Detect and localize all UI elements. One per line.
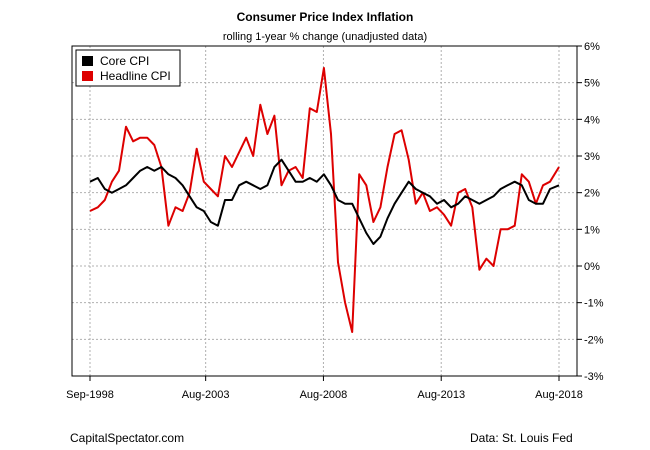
y-tick-label: 5%	[584, 78, 600, 90]
footer-source-site: CapitalSpectator.com	[70, 431, 185, 445]
series-lines	[89, 67, 560, 333]
x-tick-label: Aug-2018	[535, 389, 583, 401]
y-tick-label: 2%	[584, 188, 600, 200]
legend-box	[75, 49, 181, 87]
legend-swatch-headline-cpi	[82, 71, 93, 81]
series-line-headline-cpi	[89, 67, 560, 333]
x-tick-label: Sep-1998	[66, 389, 114, 401]
plot-frame	[71, 45, 578, 377]
footer-data-credit: Data: St. Louis Fed	[470, 431, 573, 445]
y-tick-label: 4%	[584, 114, 600, 126]
y-tick-label: 0%	[584, 261, 600, 273]
legend-label-core-cpi: Core CPI	[100, 54, 149, 68]
legend-swatch-core-cpi	[82, 56, 93, 66]
chart-title: Consumer Price Index Inflation	[237, 10, 414, 24]
cpi-inflation-chart: Consumer Price Index Inflation rolling 1…	[66, 10, 604, 401]
y-tick-label: 1%	[584, 224, 600, 236]
y-tick-label: -2%	[584, 334, 604, 346]
legend-label-headline-cpi: Headline CPI	[100, 69, 171, 83]
x-axis: Sep-1998 Aug-2003 Aug-2008 Aug-2013 Aug-2018	[66, 376, 583, 401]
chart-subtitle: rolling 1-year % change (unadjusted data…	[223, 31, 427, 43]
legend: Core CPI Headline CPI	[75, 49, 181, 87]
y-axis: 6% 5% 4% 3% 2% 1% 0% -1% -2% -3%	[577, 41, 604, 383]
y-tick-label: -3%	[584, 371, 604, 383]
gridlines	[72, 45, 577, 377]
x-tick-label: Aug-2008	[300, 389, 348, 401]
series-line-core-cpi	[89, 158, 560, 245]
x-tick-label: Aug-2013	[417, 389, 465, 401]
y-tick-label: 3%	[584, 151, 600, 163]
x-tick-label: Aug-2003	[182, 389, 230, 401]
y-tick-label: 6%	[584, 41, 600, 53]
y-tick-label: -1%	[584, 298, 604, 310]
